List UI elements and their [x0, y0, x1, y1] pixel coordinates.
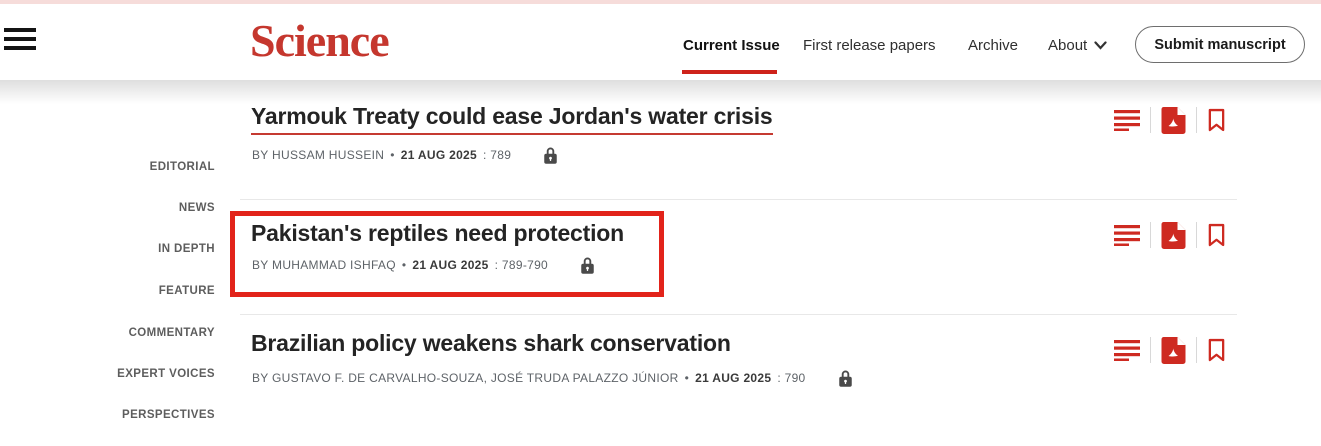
- submit-manuscript-label: Submit manuscript: [1154, 36, 1286, 53]
- tab-current-issue[interactable]: Current Issue: [683, 37, 780, 54]
- action-divider: [1150, 107, 1151, 133]
- byline-author: BY HUSSAM HUSSEIN: [252, 148, 385, 162]
- sidebar-item-perspectives[interactable]: PERSPECTIVES: [122, 409, 215, 421]
- byline-pages: : 790: [777, 371, 806, 385]
- submit-manuscript-button[interactable]: Submit manuscript: [1135, 26, 1305, 63]
- top-accent-bar: [0, 0, 1321, 4]
- action-divider: [1196, 337, 1197, 363]
- article-actions: [1114, 336, 1226, 364]
- tab-archive[interactable]: Archive: [968, 37, 1019, 54]
- bookmark-icon[interactable]: [1207, 338, 1226, 363]
- lock-icon: [580, 256, 595, 274]
- article-title-link: Yarmouk Treaty could ease Jordan's water…: [251, 103, 773, 135]
- tab-first-release-papers[interactable]: First release papers: [803, 37, 936, 54]
- article-divider: [240, 199, 1237, 200]
- sidebar-item-in-depth[interactable]: IN DEPTH: [158, 243, 215, 255]
- byline-author: BY MUHAMMAD ISHFAQ: [252, 258, 396, 272]
- fulltext-icon[interactable]: [1114, 224, 1140, 246]
- pdf-icon[interactable]: [1161, 106, 1186, 134]
- article-divider: [240, 314, 1237, 315]
- chevron-down-icon: [1094, 41, 1107, 50]
- lock-icon: [838, 369, 853, 387]
- byline-bullet: •: [401, 258, 407, 272]
- fulltext-icon[interactable]: [1114, 109, 1140, 131]
- byline-date: 21 AUG 2025: [412, 258, 489, 272]
- article-title[interactable]: Pakistan's reptiles need protection: [251, 220, 624, 247]
- bookmark-icon[interactable]: [1207, 223, 1226, 248]
- article-title-link: Pakistan's reptiles need protection: [251, 220, 624, 246]
- article-title[interactable]: Yarmouk Treaty could ease Jordan's water…: [251, 103, 773, 135]
- action-divider: [1150, 337, 1151, 363]
- byline-bullet: •: [390, 148, 395, 162]
- article-title[interactable]: Brazilian policy weakens shark conservat…: [251, 330, 731, 357]
- byline-pages: : 789-790: [494, 258, 549, 272]
- byline-date: 21 AUG 2025: [400, 148, 477, 162]
- pdf-icon[interactable]: [1161, 336, 1186, 364]
- sidebar-item-expert-voices[interactable]: EXPERT VOICES: [117, 368, 215, 380]
- article-byline: BY MUHAMMAD ISHFAQ • 21 AUG 2025 : 789-7…: [252, 256, 595, 274]
- action-divider: [1196, 222, 1197, 248]
- article-actions: [1114, 221, 1226, 249]
- about-label: About: [1048, 37, 1088, 54]
- science-logo[interactable]: Science: [250, 15, 390, 66]
- current-issue-active-underline: [682, 70, 777, 74]
- hamburger-menu-icon[interactable]: [4, 28, 36, 52]
- lock-icon: [543, 146, 558, 164]
- action-divider: [1150, 222, 1151, 248]
- tab-about[interactable]: About: [1048, 37, 1107, 54]
- byline-bullet: •: [684, 371, 690, 385]
- article-byline: BY HUSSAM HUSSEIN • 21 AUG 2025 : 789: [252, 146, 558, 164]
- article-actions: [1114, 106, 1226, 134]
- bookmark-icon[interactable]: [1207, 108, 1226, 133]
- fulltext-icon[interactable]: [1114, 339, 1140, 361]
- header-shadow: [0, 80, 1321, 104]
- sidebar-item-editorial[interactable]: EDITORIAL: [149, 161, 215, 173]
- action-divider: [1196, 107, 1197, 133]
- sidebar-item-news[interactable]: NEWS: [178, 202, 215, 214]
- byline-date: 21 AUG 2025: [695, 371, 772, 385]
- pdf-icon[interactable]: [1161, 221, 1186, 249]
- byline-author: BY GUSTAVO F. DE CARVALHO-SOUZA, JOSÉ TR…: [252, 371, 679, 385]
- sidebar-item-feature[interactable]: FEATURE: [158, 285, 215, 297]
- byline-pages: : 789: [483, 148, 512, 162]
- article-byline: BY GUSTAVO F. DE CARVALHO-SOUZA, JOSÉ TR…: [252, 369, 853, 387]
- site-header: Science Current Issue First release pape…: [0, 4, 1321, 80]
- sidebar-item-commentary[interactable]: COMMENTARY: [128, 327, 215, 339]
- article-title-link: Brazilian policy weakens shark conservat…: [251, 330, 731, 356]
